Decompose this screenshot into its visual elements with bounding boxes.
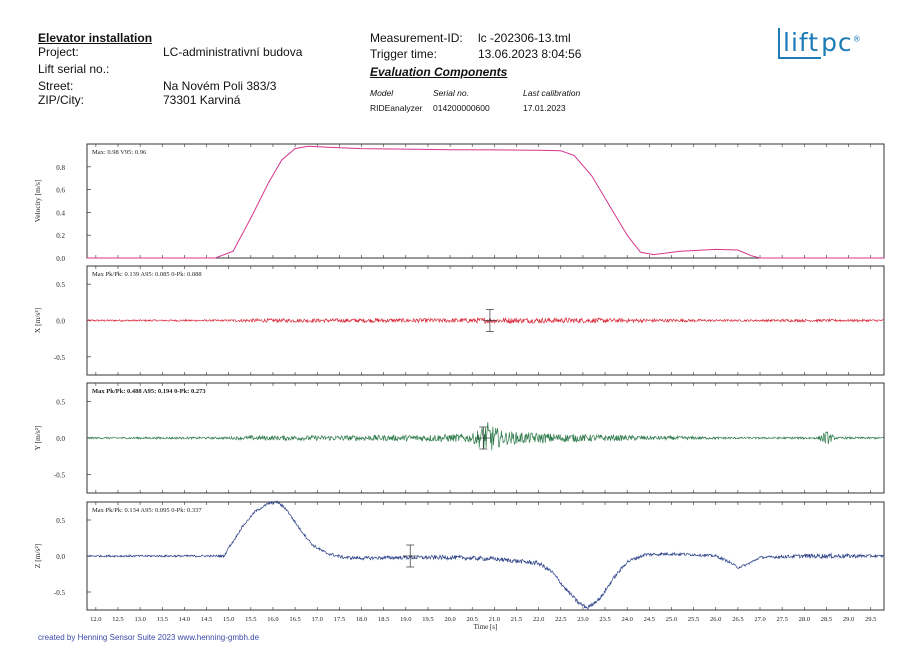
model-value: RIDEanalyzer	[370, 103, 423, 113]
x-tick-label: 23.0	[577, 616, 588, 623]
street-label: Street:	[38, 79, 74, 93]
serial-label: Lift serial no.:	[38, 62, 110, 76]
y-tick-label: 0.4	[56, 209, 65, 217]
liftpc-logo: liftpc®	[778, 28, 862, 59]
logo-registered-mark: ®	[852, 34, 862, 44]
chart-panel-1: 0.0 0.2 0.4 0.6 0.8 Velocity [m/s] Max: 0.98 V…	[33, 143, 885, 263]
x-tick-label: 16.0	[267, 616, 278, 623]
plot-frame	[86, 143, 885, 259]
evaluation-title: Evaluation Components	[370, 65, 508, 79]
logo-text-lift: lift	[778, 28, 822, 59]
y-tick-label: -0.5	[54, 354, 66, 362]
y-tick-label: -0.5	[54, 589, 66, 597]
y-axis-label: X [m/s²]	[33, 308, 42, 333]
x-tick-label: 20.0	[444, 616, 455, 623]
x-tick-label: 18.5	[378, 616, 389, 623]
x-tick-label: 29.5	[865, 616, 876, 623]
y-axis-label: Velocity [m/s]	[33, 180, 42, 223]
x-tick-label: 24.0	[622, 616, 633, 623]
x-tick-label: 25.0	[666, 616, 677, 623]
stats-annotation: Max Pk/Pk: 0.488 A95: 0.194 0-Pk: 0.273	[92, 388, 206, 395]
x-tick-label: 25.5	[688, 616, 699, 623]
street-value: Na Novém Poli 383/3	[163, 79, 277, 93]
x-tick-label: 15.5	[245, 616, 256, 623]
x-tick-label: 14.0	[179, 616, 190, 623]
x-tick-label: 14.5	[201, 616, 212, 623]
zip-label: ZIP/City:	[38, 93, 85, 107]
x-tick-label: 17.0	[312, 616, 323, 623]
calibration-value: 17.01.2023	[523, 103, 566, 113]
x-tick-label: 12.5	[112, 616, 123, 623]
x-tick-label: 17.5	[334, 616, 345, 623]
serial-value: 014200000600	[433, 103, 490, 113]
x-tick-label: 21.5	[511, 616, 522, 623]
chart-panel-4: 0.5 0.0 -0.5 Z [m/s²] Max Pk/Pk: 0.134 A95: …	[33, 500, 885, 631]
chart-panel-3: 0.5 0.0 -0.5 Y [m/s²] Max Pk/Pk: 0.488 A95: …	[33, 382, 885, 494]
x-tick-label: 13.5	[157, 616, 168, 623]
trigger-label: Trigger time:	[370, 47, 437, 61]
x-tick-label: 16.5	[289, 616, 300, 623]
trigger-value: 13.06.2023 8:04:56	[478, 47, 582, 61]
zip-value: 73301 Karviná	[163, 93, 241, 107]
col-serial: Serial no.	[433, 88, 469, 98]
report-title: Elevator installation	[38, 31, 153, 45]
x-tick-label: 12.0	[90, 616, 101, 623]
acceleration-trace	[86, 316, 884, 325]
col-calibration: Last calibration	[523, 88, 581, 98]
x-tick-label: 28.0	[799, 616, 810, 623]
chart-panel-2: 0.5 0.0 -0.5 X [m/s²] Max Pk/Pk: 0.139 A95: …	[33, 265, 885, 376]
y-tick-label: 0.0	[56, 318, 65, 326]
x-tick-label: 22.0	[533, 616, 544, 623]
x-tick-label: 22.5	[555, 616, 566, 623]
x-tick-label: 19.5	[422, 616, 433, 623]
stats-annotation: Max Pk/Pk: 0.139 A95: 0.085 0-Pk: 0.088	[92, 271, 202, 278]
x-tick-label: 20.5	[467, 616, 478, 623]
logo-text-pc: pc	[821, 28, 853, 57]
y-tick-label: 0.5	[56, 281, 65, 289]
x-tick-label: 21.0	[489, 616, 500, 623]
y-tick-label: 0.0	[56, 255, 65, 263]
measurement-value: lc -202306-13.tml	[478, 31, 571, 45]
x-tick-label: 19.0	[400, 616, 411, 623]
y-tick-label: 0.5	[56, 398, 65, 406]
y-tick-label: 0.6	[56, 187, 65, 195]
project-value: LC-administrativní budova	[163, 45, 303, 59]
x-tick-label: 18.0	[356, 616, 367, 623]
x-axis-label: Time [s]	[474, 623, 498, 631]
x-tick-label: 13.0	[134, 616, 145, 623]
measurement-label: Measurement-ID:	[370, 31, 463, 45]
y-tick-label: 0.0	[56, 435, 65, 443]
x-tick-label: 29.0	[843, 616, 854, 623]
acceleration-trace	[86, 422, 885, 451]
y-tick-label: 0.2	[56, 232, 65, 240]
footer-credit: created by Henning Sensor Suite 2023 www…	[38, 633, 260, 642]
x-tick-label: 26.0	[710, 616, 721, 623]
y-tick-label: 0.0	[56, 553, 65, 561]
velocity-line	[87, 145, 884, 259]
x-tick-label: 27.5	[776, 616, 787, 623]
x-tick-label: 23.5	[599, 616, 610, 623]
y-tick-label: -0.5	[54, 472, 66, 480]
y-axis-label: Y [m/s²]	[33, 425, 42, 450]
x-tick-label: 28.5	[821, 616, 832, 623]
x-tick-label: 15.0	[223, 616, 234, 623]
x-tick-label: 26.5	[732, 616, 743, 623]
y-tick-label: 0.8	[56, 164, 65, 172]
project-label: Project:	[38, 45, 79, 59]
x-tick-label: 24.5	[644, 616, 655, 623]
stats-annotation: Max Pk/Pk: 0.134 A95: 0.095 0-Pk: 0.337	[92, 507, 202, 514]
y-axis-label: Z [m/s²]	[33, 544, 42, 569]
x-tick-label: 27.0	[754, 616, 765, 623]
acceleration-trace	[86, 500, 885, 610]
col-model: Model	[370, 88, 394, 98]
stats-annotation: Max: 0.98 V95: 0.96	[92, 149, 147, 156]
y-tick-label: 0.5	[56, 517, 65, 525]
